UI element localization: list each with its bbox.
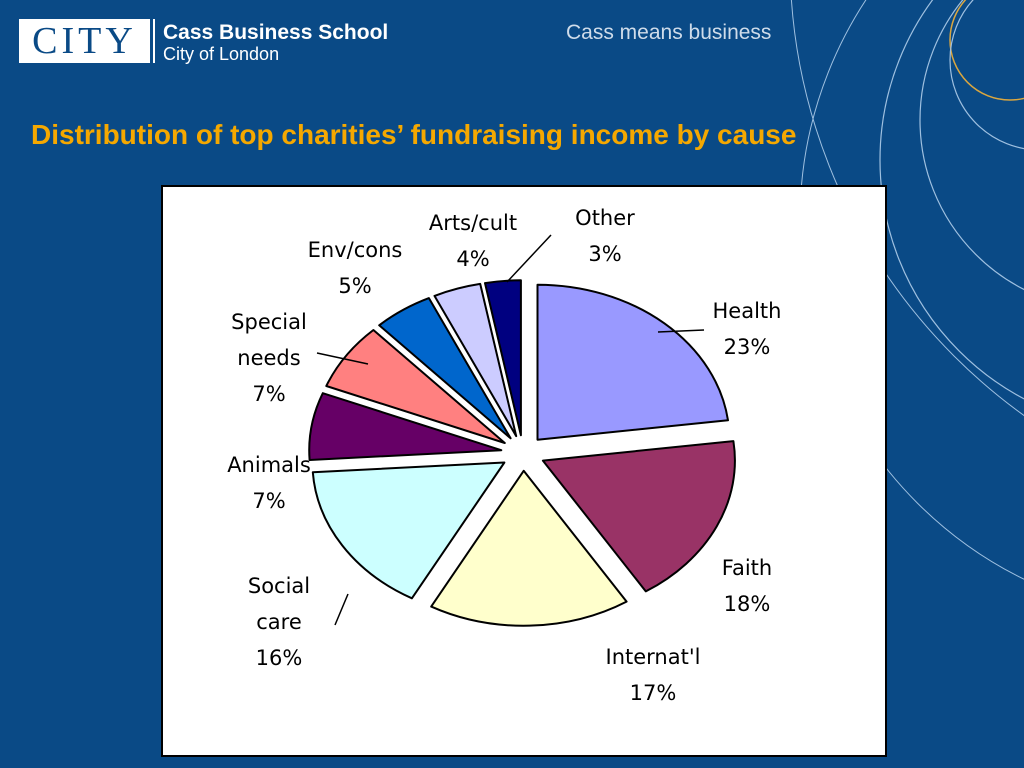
school-subtitle: City of London bbox=[163, 44, 280, 64]
pie-slice-env-cons bbox=[378, 297, 512, 440]
background-arc bbox=[949, 0, 1024, 101]
pie-slice-faith bbox=[541, 440, 736, 593]
logo-divider bbox=[153, 19, 155, 63]
slice-label-line: 16% bbox=[256, 646, 303, 670]
slice-label: Other 3% bbox=[575, 206, 635, 266]
tagline: Cass means business bbox=[566, 21, 772, 44]
slice-label-line: 23% bbox=[724, 335, 771, 359]
chart-frame: Health 23% Faith 18% Internat'l 17% Social care… bbox=[161, 185, 887, 757]
slice-label-line: Env/cons bbox=[308, 238, 403, 262]
slice-label: Health 23% bbox=[713, 299, 782, 359]
slice-label-line: 3% bbox=[588, 242, 621, 266]
background-arc bbox=[919, 0, 1024, 291]
pie-slice-health bbox=[536, 283, 729, 441]
leader-line bbox=[316, 352, 369, 365]
pie-slice-other bbox=[484, 279, 522, 437]
slice-label: Env/cons 5% bbox=[308, 238, 403, 298]
slice-label-line: Animals bbox=[227, 453, 311, 477]
slice-label-line: Health bbox=[713, 299, 782, 323]
slice-label: Internat'l 17% bbox=[606, 645, 701, 705]
slice-label-line: 7% bbox=[252, 489, 285, 513]
pie-slice-arts-cult bbox=[433, 282, 518, 438]
leader-line bbox=[334, 593, 349, 626]
slice-label-line: Other bbox=[575, 206, 635, 230]
school-name: Cass Business School bbox=[163, 21, 389, 44]
slice-label: Animals 7% bbox=[227, 453, 311, 513]
leader-line bbox=[657, 329, 705, 333]
leader-line bbox=[506, 234, 552, 283]
slice-label-line: Special bbox=[231, 310, 307, 334]
slice-label-line: 4% bbox=[456, 247, 489, 271]
slice-label-line: 5% bbox=[338, 274, 371, 298]
slice-label-line: 18% bbox=[724, 592, 771, 616]
slice-label-line: 17% bbox=[630, 681, 677, 705]
slice-label-line: Internat'l bbox=[606, 645, 701, 669]
background-arc bbox=[949, 0, 1024, 150]
pie-slice-social-care bbox=[311, 461, 506, 600]
background-arc bbox=[879, 0, 1024, 400]
city-logo: CITY bbox=[19, 19, 150, 63]
pie-slice-animals bbox=[308, 392, 503, 461]
slice-label-line: Arts/cult bbox=[429, 211, 517, 235]
slice-label-line: Social bbox=[248, 574, 310, 598]
logo-text: CITY bbox=[32, 20, 137, 62]
slice-label-line: needs bbox=[237, 346, 300, 370]
slice-label: Social care 16% bbox=[248, 574, 310, 670]
slice-label-line: care bbox=[256, 610, 302, 634]
slide-title: Distribution of top charities’ fundraisi… bbox=[31, 119, 797, 150]
slice-label: Arts/cult 4% bbox=[429, 211, 517, 271]
slice-label: Special needs 7% bbox=[231, 310, 307, 406]
slice-label-line: 7% bbox=[252, 382, 285, 406]
slice-label: Faith 18% bbox=[722, 556, 772, 616]
pie-slice-internat-l bbox=[430, 469, 628, 627]
pie-slice-special-needs bbox=[325, 329, 506, 444]
slice-label-line: Faith bbox=[722, 556, 772, 580]
pie-chart: Health 23% Faith 18% Internat'l 17% Social care… bbox=[227, 206, 782, 705]
